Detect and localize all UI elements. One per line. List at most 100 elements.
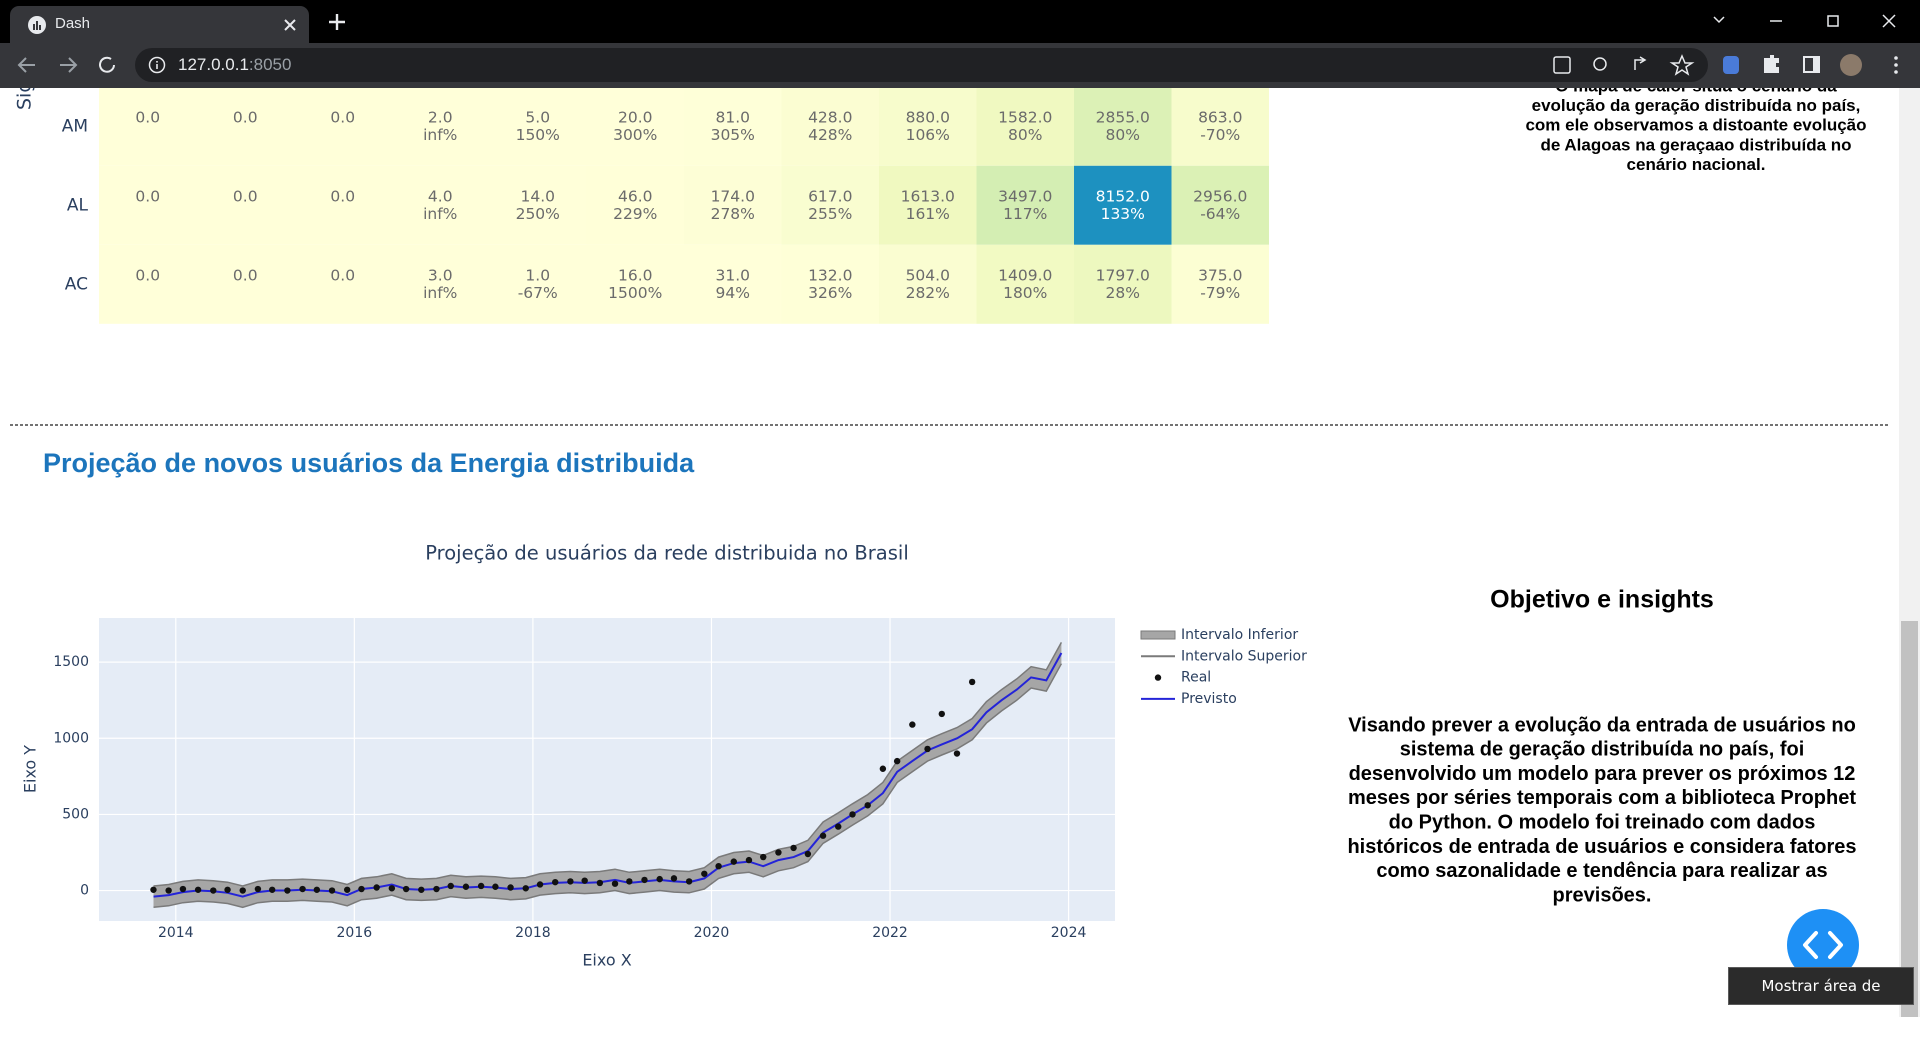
cell-value: 428.0 [808, 108, 852, 126]
tab-close[interactable] [282, 17, 298, 33]
scrollbar-thumb[interactable] [1901, 621, 1918, 1017]
data-point [670, 875, 678, 882]
legend-label: Previsto [1181, 691, 1237, 707]
heatmap-row-label: AM [62, 116, 88, 136]
site-info[interactable] [147, 55, 167, 75]
x-tick-label: 2018 [515, 925, 551, 941]
close-window[interactable] [1882, 14, 1896, 28]
omnibox-icons [1553, 54, 1695, 76]
heatmap-cell [391, 244, 489, 324]
url-host: 127.0.0.1 [178, 55, 249, 74]
data-point [239, 887, 246, 894]
data-point [864, 802, 871, 809]
data-point [938, 710, 945, 718]
cell-change: -79% [1200, 284, 1240, 302]
back[interactable] [17, 57, 35, 73]
insight-line: meses por séries temporais com a bibliot… [1348, 787, 1856, 809]
y-tick-label: 500 [62, 806, 89, 822]
tooltip: Mostrar área de trabalho [1728, 967, 1914, 1031]
heatmap-cell [489, 165, 587, 245]
heatmap-cell [1171, 244, 1269, 324]
cell-value: 617.0 [808, 187, 852, 205]
cell-value: 0.0 [135, 108, 160, 126]
tab-title: Dash [55, 15, 91, 32]
heatmap-cell [391, 165, 489, 245]
cell-value: 2855.0 [1096, 108, 1150, 126]
section-title: Projeção de novos usuários da Energia di… [43, 448, 695, 478]
browser-tab[interactable]: Dash [10, 6, 309, 43]
button-circle[interactable] [1787, 909, 1859, 981]
reload[interactable] [99, 56, 115, 73]
heatmap-cell [196, 165, 294, 245]
extension[interactable] [1723, 56, 1739, 74]
cell-change: 117% [1003, 205, 1047, 223]
page: Dash 127.0.0.1:8050 AM 0.0 0.0 0.0 2.0 inf% 5.… [0, 0, 1920, 1017]
data-point [552, 878, 559, 886]
data-point [641, 876, 648, 884]
extension-icons [1723, 54, 1898, 76]
heatmap-cell [489, 88, 587, 166]
share[interactable] [1634, 56, 1647, 70]
cell-value: 81.0 [715, 108, 750, 126]
heatmap-cell [976, 88, 1074, 166]
bookmark[interactable] [1669, 54, 1695, 76]
button-icon [1803, 931, 1843, 959]
heatmap-cell [99, 88, 197, 166]
insight-line: como sazonalidade e tendência para reali… [1376, 860, 1827, 882]
data-point [522, 885, 529, 892]
heatmap: AM 0.0 0.0 0.0 2.0inf%5.0150%20.0300%81.0305… [62, 88, 1269, 324]
insight-line: desenvolvido um modelo para prever os pr… [1349, 763, 1856, 785]
data-point [685, 878, 693, 885]
heatmap-row-label: AL [67, 195, 89, 215]
workspace-button[interactable] [1787, 909, 1859, 981]
cell-value: 2.0 [428, 108, 453, 126]
zoom[interactable] [1593, 57, 1607, 71]
window-controls [1713, 14, 1896, 28]
data-point [924, 745, 931, 753]
data-point [165, 887, 172, 894]
data-point [462, 883, 470, 890]
restore[interactable] [1827, 15, 1839, 27]
forward[interactable] [60, 57, 78, 73]
new-tab[interactable] [327, 12, 347, 32]
heatmap-cell [781, 88, 879, 166]
cell-value: 1409.0 [998, 266, 1052, 284]
y-tick-label: 1500 [53, 654, 89, 670]
translate[interactable] [1553, 56, 1571, 74]
heatmap-cell [1171, 165, 1269, 245]
cell-value: 375.0 [1198, 266, 1242, 284]
heatmap-cell [1074, 88, 1172, 166]
dash-page: AM 0.0 0.0 0.0 2.0inf%5.0150%20.0300%81.0305… [10, 88, 1920, 1017]
chart-title: Projeção de usuários da rede distribuida… [425, 542, 909, 565]
cell-change: 300% [613, 126, 657, 144]
data-point [210, 887, 217, 894]
heatmap-cell [879, 165, 977, 245]
cell-value: 0.0 [330, 108, 355, 126]
insight-line: sistema de geração distribuída no país, … [1400, 739, 1805, 761]
extensions[interactable] [1764, 55, 1779, 73]
cell-value: 0.0 [233, 187, 258, 205]
cell-value: 0.0 [135, 187, 160, 205]
data-point [447, 882, 454, 890]
omnibox[interactable]: 127.0.0.1:8050 [135, 48, 1708, 82]
favicon [28, 16, 46, 34]
insights-title: Objetivo e insights [1490, 586, 1714, 614]
heatmap-axis-label: Sig [14, 88, 36, 110]
cell-change: 80% [1106, 126, 1140, 144]
cell-change: 106% [906, 126, 950, 144]
cell-value: 1613.0 [901, 187, 955, 205]
insight-line: do Python. O modelo foi treinado com dad… [1389, 811, 1816, 833]
menu[interactable] [1894, 56, 1898, 60]
tab-search[interactable] [1713, 16, 1725, 24]
data-point [433, 885, 440, 893]
y-tick-label: 0 [80, 883, 89, 899]
cell-change: -64% [1200, 205, 1240, 223]
data-point [284, 887, 291, 894]
map-insight-line: cenário nacional. [1627, 155, 1766, 174]
data-point [402, 885, 410, 893]
url: 127.0.0.1:8050 [178, 55, 291, 75]
data-point [879, 765, 887, 772]
profile[interactable] [1840, 54, 1862, 76]
data-point [730, 858, 737, 865]
cell-change: inf% [423, 205, 457, 223]
